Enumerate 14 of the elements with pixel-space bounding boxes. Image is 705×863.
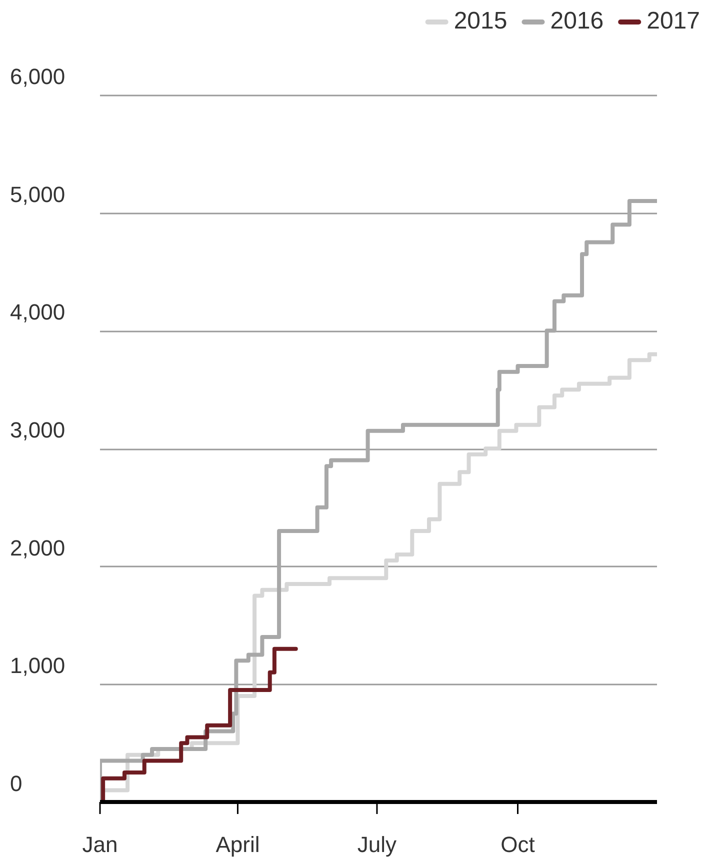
- y-tick-label: 3,000: [10, 418, 66, 442]
- x-tick-label: Oct: [500, 832, 535, 857]
- legend-label: 2017: [646, 8, 700, 35]
- x-tick-label: Jan: [82, 832, 118, 857]
- x-tick-label: April: [216, 832, 260, 857]
- legend-label: 2015: [454, 8, 508, 35]
- y-tick-label: 5,000: [10, 182, 66, 207]
- legend-label: 2016: [550, 8, 604, 35]
- y-tick-label: 1,000: [10, 653, 66, 678]
- y-tick-label: 0: [10, 771, 22, 796]
- y-tick-label: 6,000: [10, 64, 66, 89]
- y-tick-label: 2,000: [10, 535, 66, 560]
- y-tick-label: 4,000: [10, 300, 66, 325]
- x-tick-label: July: [357, 832, 397, 857]
